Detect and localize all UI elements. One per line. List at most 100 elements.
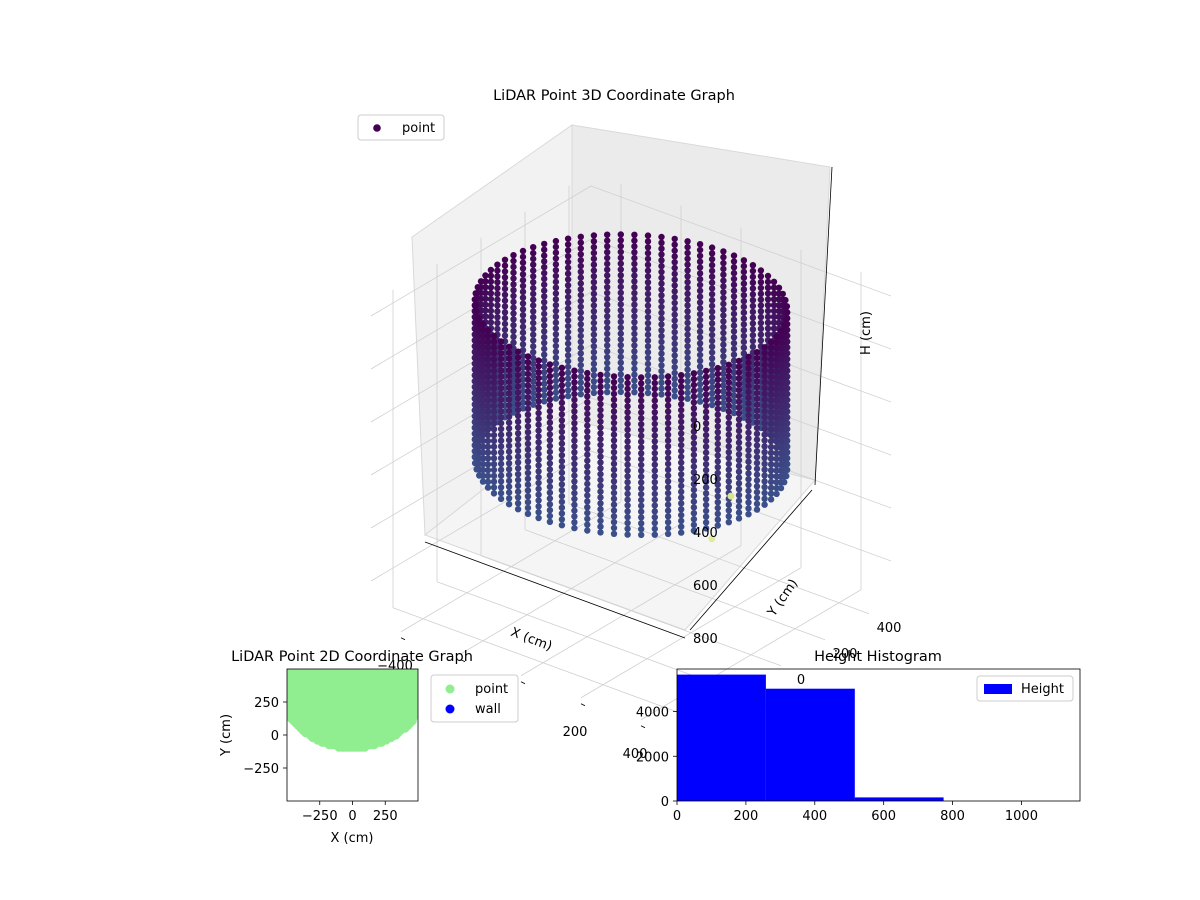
data-point-3d <box>597 418 604 425</box>
data-point-3d <box>684 243 691 251</box>
data-point-3d <box>684 378 691 385</box>
data-point-3d <box>479 379 487 386</box>
data-point-3d <box>658 332 665 340</box>
data-point-3d <box>524 411 532 418</box>
data-point-3d <box>767 449 775 456</box>
data-point-3d <box>564 264 572 271</box>
data-point-3d <box>638 374 645 381</box>
data-point-3d <box>671 323 678 330</box>
data-point-3d <box>730 380 738 388</box>
histogram-bar <box>854 797 944 801</box>
data-point-3d <box>702 490 710 497</box>
data-point-3d <box>514 488 522 495</box>
data-point-3d <box>497 361 505 368</box>
data-point-3d <box>487 307 495 314</box>
data-point-3d <box>514 482 522 489</box>
data-point-3d <box>490 466 498 474</box>
data-point-3d <box>564 317 572 324</box>
data-point-3d <box>510 322 517 329</box>
data-point-3d <box>610 489 618 497</box>
data-point-3d <box>714 423 721 430</box>
data-point-3d <box>571 472 578 479</box>
data-point-3d <box>524 394 532 401</box>
data-point-3d <box>671 352 678 359</box>
data-point-3d <box>753 494 761 502</box>
data-point-3d <box>604 307 611 314</box>
data-point-3d <box>745 493 752 500</box>
data-point-3d <box>624 467 631 474</box>
data-point-3d <box>764 290 772 297</box>
data-point-3d <box>745 423 752 430</box>
data-point-3d <box>497 484 505 491</box>
data-point-3d <box>610 390 618 398</box>
data-point-3d <box>664 489 672 497</box>
data-point-3d <box>624 502 631 509</box>
data-point-3d <box>690 416 698 424</box>
legend-3d: point <box>357 114 445 141</box>
data-point-3d <box>678 506 685 513</box>
data-point-3d <box>519 381 527 389</box>
data-point-3d <box>725 443 732 450</box>
data-point-3d <box>767 397 775 404</box>
data-point-3d <box>725 449 732 456</box>
data-point-3d <box>638 514 645 521</box>
data-point-3d <box>770 278 778 285</box>
data-point-3d <box>696 264 704 271</box>
data-point-3d <box>708 366 716 374</box>
data-point-3d <box>604 260 611 268</box>
data-point-3d <box>664 419 672 427</box>
data-point-3d <box>730 258 738 265</box>
x-tick-label-histogram: 400 <box>802 809 827 824</box>
data-point-3d <box>524 452 532 459</box>
data-point-3d <box>702 472 710 480</box>
z-tick-label-3d: 200 <box>693 473 718 488</box>
data-point-3d <box>735 474 743 481</box>
data-point-3d <box>577 291 584 299</box>
data-point-3d <box>678 488 685 495</box>
data-point-3d <box>479 402 487 409</box>
data-point-3d <box>497 472 505 479</box>
data-point-3d <box>773 473 780 480</box>
data-point-3d <box>767 443 775 451</box>
data-point-3d <box>644 255 652 263</box>
data-point-3d <box>530 314 537 321</box>
data-point-3d <box>714 458 721 465</box>
data-point-3d <box>714 429 721 436</box>
data-point-3d <box>584 410 591 418</box>
data-point-3d <box>558 434 566 441</box>
data-point-3d <box>745 481 752 489</box>
data-point-3d <box>684 255 691 262</box>
data-point-3d <box>541 345 548 353</box>
data-point-3d <box>638 473 645 480</box>
data-point-3d <box>777 444 785 451</box>
data-point-3d <box>617 382 624 390</box>
data-point-3d <box>584 463 591 470</box>
data-point-3d <box>535 509 542 516</box>
data-point-3d <box>617 242 624 250</box>
data-point-3d <box>617 371 624 378</box>
data-point-3d <box>696 270 704 277</box>
data-point-3d <box>745 394 752 401</box>
data-point-3d <box>761 379 768 386</box>
data-point-3d <box>510 252 517 259</box>
data-point-3d <box>644 337 652 344</box>
data-point-3d <box>664 484 672 491</box>
data-point-3d <box>558 452 566 459</box>
data-point-3d <box>725 466 732 473</box>
data-point-3d <box>484 338 492 345</box>
data-point-3d <box>761 454 768 462</box>
data-point-3d <box>753 430 761 437</box>
data-point-3d <box>524 399 532 407</box>
data-point-3d <box>773 432 780 439</box>
data-point-2d <box>411 669 418 674</box>
data-point-3d <box>651 514 658 521</box>
data-point-3d <box>671 241 678 248</box>
data-point-3d <box>714 411 721 418</box>
data-point-3d <box>725 367 732 374</box>
data-point-3d <box>671 270 678 278</box>
data-point-3d <box>577 286 584 293</box>
data-point-3d <box>753 453 761 461</box>
data-point-3d <box>530 267 537 274</box>
data-point-3d <box>767 391 775 398</box>
data-point-3d <box>651 379 658 387</box>
